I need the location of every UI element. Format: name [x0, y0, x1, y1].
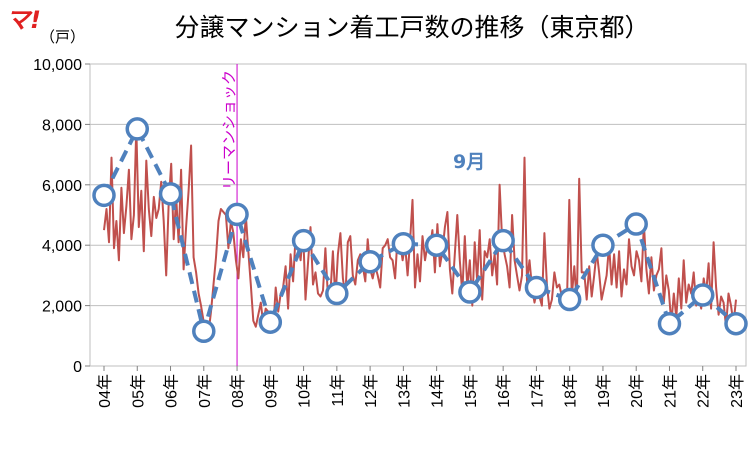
x-axis-ticks: 04年 05年 06年 07年 08年 09年 10年 11年 12年 13年 14年 15年 16年 1… — [96, 366, 746, 408]
x-tick-label: 07年 — [196, 374, 214, 408]
x-tick-label: 21年 — [661, 374, 679, 408]
y-tick-label: 4,000 — [42, 238, 82, 255]
y-axis-ticks: 0 2,000 4,000 6,000 8,000 10,000 — [33, 57, 90, 376]
september-series — [92, 117, 748, 344]
y-tick-label: 8,000 — [42, 117, 82, 134]
september-point — [557, 287, 582, 312]
x-tick-label: 15年 — [462, 374, 480, 408]
september-point — [358, 250, 382, 274]
september-point — [624, 212, 648, 236]
september-point — [92, 183, 116, 208]
x-tick-label: 13年 — [395, 374, 413, 408]
y-tick-label: 0 — [73, 359, 82, 376]
september-point — [724, 311, 748, 336]
september-line — [102, 126, 738, 334]
x-tick-label: 23年 — [728, 374, 746, 408]
september-point — [391, 231, 416, 256]
logo-background — [2, 2, 40, 36]
x-tick-label: 10年 — [296, 374, 314, 408]
september-point — [458, 280, 482, 304]
september-point — [125, 117, 150, 141]
y-tick-label: 10,000 — [33, 57, 82, 74]
logo-text: マ! — [6, 6, 41, 34]
x-tick-label: 18年 — [562, 374, 580, 408]
x-tick-label: 09年 — [262, 374, 280, 408]
y-tick-label: 2,000 — [42, 299, 82, 316]
y-unit-label: （戸） — [40, 28, 85, 46]
x-tick-label: 20年 — [628, 374, 646, 408]
lehman-shock-label: リーマンショック — [220, 70, 238, 190]
x-tick-label: 16年 — [495, 374, 513, 408]
september-point — [591, 233, 615, 257]
x-tick-label: 22年 — [695, 374, 713, 408]
september-series-label: 9月 — [453, 151, 485, 173]
september-point — [158, 182, 183, 206]
x-tick-label: 17年 — [528, 374, 546, 408]
gridlines — [90, 63, 746, 307]
september-point — [524, 275, 549, 300]
x-tick-label: 19年 — [595, 374, 613, 408]
september-point — [690, 283, 715, 307]
september-point — [225, 202, 249, 227]
x-tick-label: 11年 — [329, 374, 347, 407]
september-point — [424, 233, 449, 257]
x-tick-label: 06年 — [163, 374, 181, 408]
chart-title: 分譲マンション着工戸数の推移（東京都） — [174, 13, 649, 42]
september-point — [192, 319, 216, 344]
september-point — [291, 228, 316, 253]
x-tick-label: 14年 — [429, 374, 447, 408]
y-tick-label: 6,000 — [42, 178, 82, 195]
logo: マ! — [2, 2, 41, 36]
september-point — [657, 311, 682, 336]
plot-area — [89, 63, 747, 367]
x-tick-label: 04年 — [96, 374, 114, 408]
september-point — [491, 228, 515, 253]
september-point — [325, 281, 349, 306]
x-tick-label: 05年 — [129, 374, 147, 408]
x-tick-label: 08年 — [229, 374, 247, 408]
x-tick-label: 12年 — [362, 374, 380, 408]
september-point — [258, 310, 283, 334]
